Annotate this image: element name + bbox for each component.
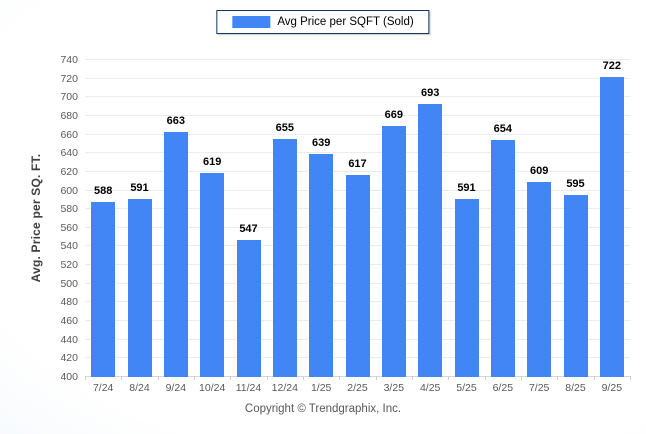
bar-8-24	[127, 198, 152, 377]
y-tick-label: 520	[60, 259, 78, 272]
y-tick-label: 700	[60, 91, 78, 104]
x-axis-tick	[303, 376, 304, 380]
x-axis-label: 7/24	[92, 382, 114, 394]
x-axis-label: 12/24	[271, 382, 298, 394]
x-axis-tick	[376, 376, 377, 380]
x-axis-tick	[158, 376, 159, 380]
bar-7-25	[527, 182, 552, 377]
x-axis-label: 1/25	[310, 382, 332, 394]
bar-9-24	[163, 131, 188, 377]
x-axis-tick	[85, 376, 86, 380]
y-tick-label: 620	[60, 165, 78, 178]
bar-value-label: 654	[493, 123, 512, 136]
x-axis-tick	[521, 376, 522, 380]
x-axis-label: 7/25	[528, 382, 550, 394]
y-tick-label: 560	[60, 221, 78, 234]
y-tick-label: 640	[60, 147, 78, 160]
bar-4-25	[418, 103, 443, 377]
bar-value-label: 588	[93, 184, 113, 197]
bar-2-25	[345, 174, 370, 377]
x-axis-tick	[594, 376, 595, 380]
y-tick-label: 580	[60, 203, 78, 216]
gridline	[85, 133, 630, 135]
y-tick-label: 680	[60, 109, 78, 122]
x-axis-tick	[630, 376, 631, 380]
x-axis-label: 5/25	[456, 382, 477, 394]
y-tick-label: 460	[60, 315, 78, 328]
gridline	[85, 59, 630, 60]
copyright-text: Copyright © Trendgraphix, Inc.	[244, 403, 402, 415]
x-axis-tick	[121, 376, 122, 380]
x-axis-label: 11/24	[235, 382, 262, 394]
bar-value-label: 547	[239, 222, 258, 235]
x-axis-tick	[339, 376, 340, 380]
bar-9-25	[599, 76, 624, 377]
x-axis-label: 6/25	[492, 382, 514, 394]
x-axis-label: 3/25	[383, 382, 405, 394]
x-axis-label: 10/24	[199, 382, 226, 394]
bar-11-24	[236, 239, 261, 377]
bar-value-label: 693	[420, 86, 440, 99]
x-axis-label: 8/25	[565, 382, 586, 394]
bar-value-label: 591	[457, 181, 476, 194]
bar-value-label: 663	[166, 114, 185, 127]
bar-8-25	[563, 195, 588, 377]
gridline	[85, 152, 630, 154]
x-axis-label: 2/25	[347, 382, 368, 394]
y-tick-label: 500	[60, 277, 78, 290]
y-tick-label: 720	[60, 72, 78, 85]
plot-area: 400 420 440 460 480 500 520 540 560 580 600 620 640 6…	[60, 54, 631, 394]
bar-3-25	[381, 126, 406, 377]
bar-value-label: 722	[602, 59, 621, 72]
bar-10-24	[200, 172, 225, 377]
x-axis-label: 9/25	[601, 382, 623, 394]
bar-value-label: 609	[529, 165, 549, 178]
gridline	[85, 77, 630, 79]
bar-5-25	[454, 198, 479, 377]
bar-value-label: 617	[348, 157, 367, 170]
bar-12-24	[272, 139, 297, 378]
bar-value-label: 669	[384, 109, 403, 122]
y-tick-label: 540	[60, 240, 78, 253]
y-tick-label: 600	[60, 184, 78, 197]
gridline	[85, 96, 630, 98]
y-tick-label: 400	[60, 371, 78, 383]
x-axis-tick	[230, 376, 231, 380]
y-tick-label: 660	[60, 128, 78, 141]
x-axis-label: 9/24	[165, 382, 187, 394]
y-tick-label: 480	[60, 296, 78, 309]
x-axis-tick	[485, 376, 486, 380]
legend-swatch	[232, 16, 271, 28]
x-axis-label: 4/25	[419, 382, 441, 394]
bar-value-label: 595	[566, 178, 585, 191]
legend-label: Avg Price per SQFT (Sold)	[277, 16, 414, 28]
bar-value-label: 591	[130, 181, 149, 194]
gridline	[85, 114, 630, 116]
gridline	[85, 170, 630, 172]
x-axis-label: 8/24	[129, 382, 150, 394]
y-tick-label: 420	[60, 352, 78, 365]
bar-value-label: 639	[311, 137, 331, 150]
chart-legend: Avg Price per SQFT (Sold)	[216, 10, 430, 34]
x-axis-tick	[194, 376, 195, 380]
x-axis-tick	[557, 376, 558, 380]
bar-1-25	[309, 154, 334, 377]
bar-6-25	[490, 140, 515, 377]
bar-value-label: 655	[275, 122, 294, 135]
x-axis-tick	[448, 376, 449, 380]
bar-value-label: 619	[202, 155, 222, 168]
bar-7-24	[91, 201, 116, 377]
y-tick-label: 740	[60, 54, 78, 66]
x-axis-tick	[412, 376, 413, 380]
y-tick-label: 440	[60, 333, 78, 346]
x-axis-tick	[267, 376, 268, 380]
y-axis-title: Avg. Price per SQ. FT.	[29, 153, 43, 283]
